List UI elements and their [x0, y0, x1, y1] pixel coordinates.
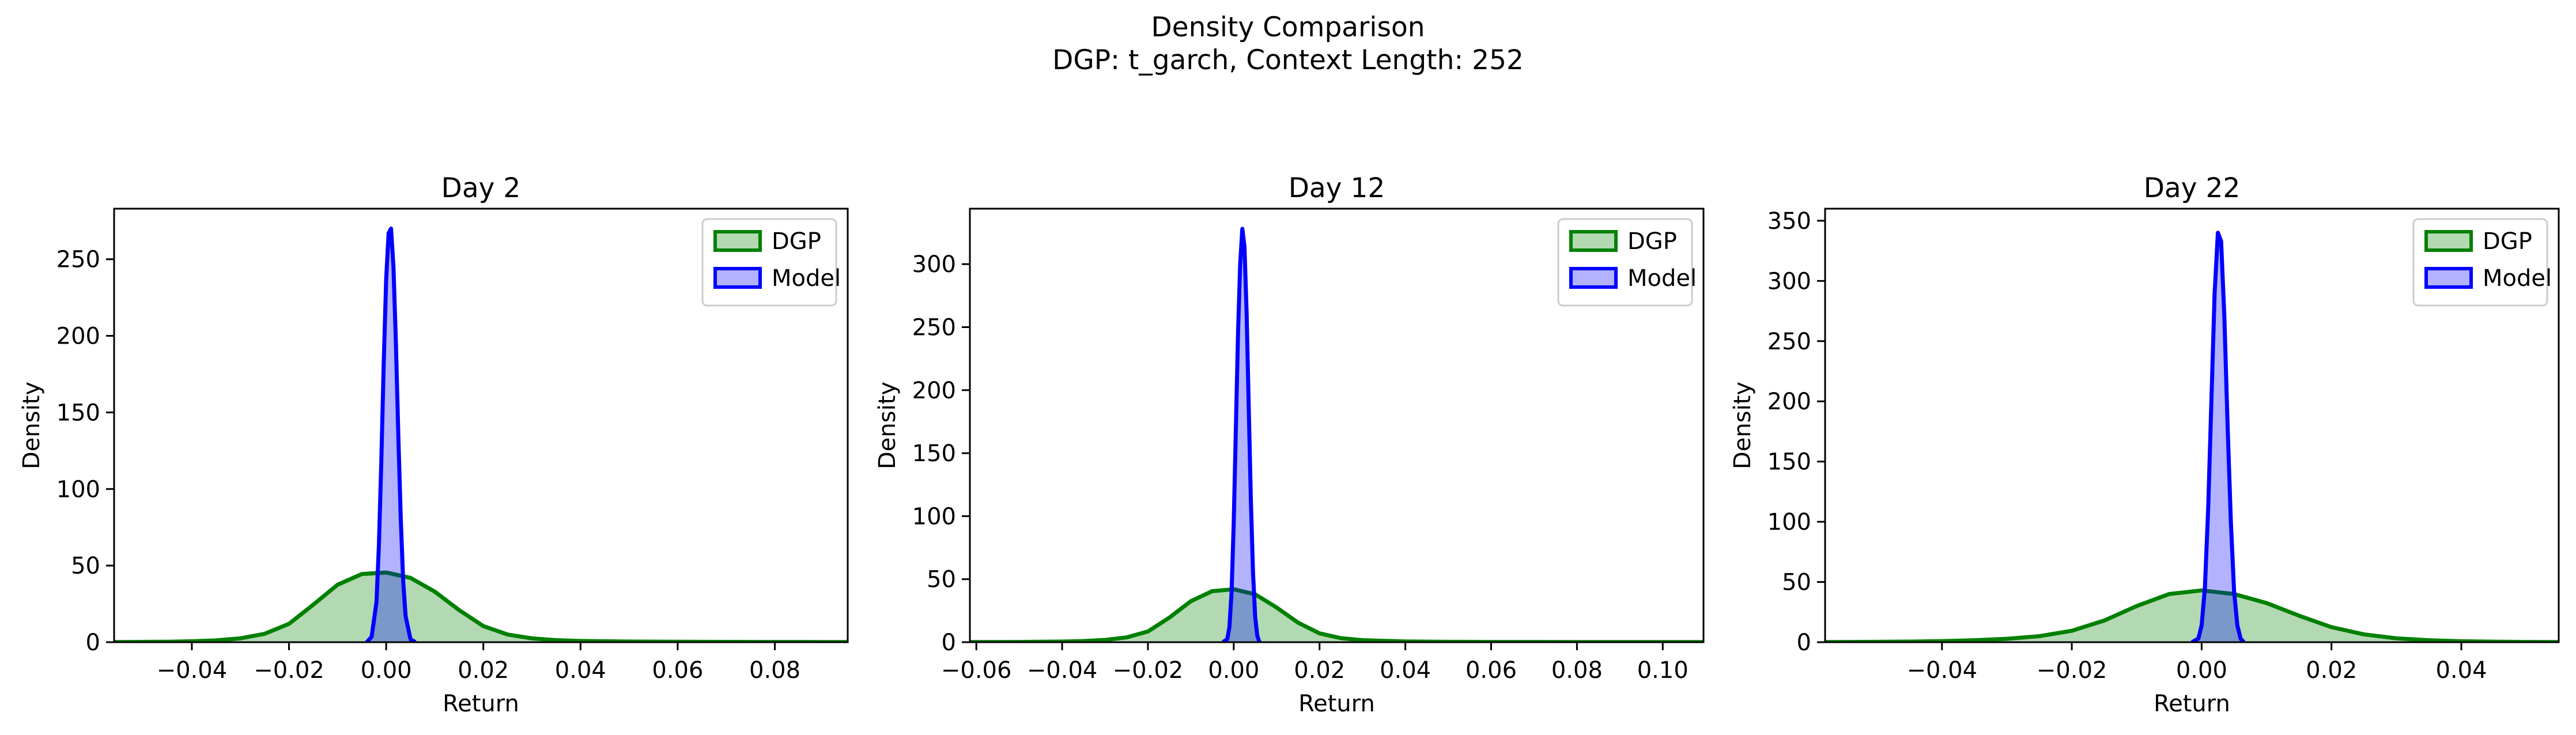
x-tick-label: 0.06 — [652, 657, 703, 684]
y-tick-label: 200 — [56, 323, 100, 350]
legend-label-model: Model — [1627, 265, 1697, 292]
y-tick-label: 50 — [1782, 570, 1811, 596]
y-tick-label: 250 — [912, 314, 956, 341]
y-tick-label: 0 — [1797, 630, 1811, 656]
legend-label-model: Model — [772, 265, 841, 292]
y-tick-label: 150 — [1767, 449, 1811, 476]
legend-swatch-dgp — [715, 232, 760, 250]
x-tick-label: −0.06 — [941, 657, 1012, 684]
x-tick-label: −0.04 — [157, 657, 228, 684]
x-tick-label: 0.02 — [2306, 657, 2357, 684]
y-tick-label: 350 — [1767, 208, 1811, 235]
legend-label-dgp: DGP — [2483, 228, 2532, 255]
legend-label-model: Model — [2483, 265, 2552, 292]
x-tick-label: −0.04 — [1906, 657, 1977, 684]
x-tick-label: 0.00 — [361, 657, 412, 684]
x-tick-label: −0.02 — [254, 657, 324, 684]
y-tick-label: 100 — [1767, 509, 1811, 536]
figure-subtitle: DGP: t_garch, Context Length: 252 — [1052, 44, 1524, 76]
x-tick-label: 0.08 — [749, 657, 800, 684]
legend-label-dgp: DGP — [772, 228, 821, 255]
x-tick-label: 0.02 — [1294, 657, 1345, 684]
y-tick-label: 150 — [56, 399, 100, 426]
x-axis-label: Return — [1298, 691, 1375, 717]
legend-swatch-model — [715, 269, 760, 287]
y-tick-label: 300 — [1767, 268, 1811, 295]
y-tick-label: 250 — [1767, 329, 1811, 355]
x-tick-label: 0.04 — [1380, 657, 1431, 684]
x-tick-label: 0.00 — [1208, 657, 1259, 684]
y-tick-label: 100 — [912, 503, 956, 530]
y-axis-label: Density — [1729, 382, 1756, 469]
y-tick-label: 150 — [912, 440, 956, 467]
x-axis-label: Return — [443, 691, 519, 717]
x-tick-label: −0.02 — [1113, 657, 1184, 684]
y-tick-label: 0 — [942, 630, 956, 656]
legend-swatch-model — [2426, 269, 2471, 287]
y-tick-label: 0 — [86, 630, 100, 656]
x-tick-label: 0.00 — [2176, 657, 2227, 684]
y-axis-label: Density — [874, 382, 901, 469]
x-axis-label: Return — [2154, 691, 2230, 717]
legend-swatch-dgp — [1571, 232, 1616, 250]
legend: DGP Model — [702, 219, 841, 306]
subplot-title: Day 2 — [441, 172, 521, 204]
y-tick-label: 200 — [912, 378, 956, 404]
subplot-title: Day 12 — [1289, 172, 1385, 204]
legend-swatch-model — [1571, 269, 1616, 287]
x-tick-label: 0.08 — [1551, 657, 1603, 684]
figure-title: Density Comparison — [1151, 12, 1425, 43]
y-tick-label: 50 — [927, 567, 956, 593]
x-tick-label: −0.02 — [2037, 657, 2107, 684]
y-tick-label: 100 — [56, 476, 100, 503]
legend-swatch-dgp — [2426, 232, 2471, 250]
y-tick-label: 300 — [912, 251, 956, 278]
x-tick-label: 0.04 — [555, 657, 606, 684]
y-axis-label: Density — [18, 382, 45, 469]
subplot-title: Day 22 — [2144, 172, 2241, 204]
legend-label-dgp: DGP — [1627, 228, 1677, 255]
x-tick-label: −0.04 — [1027, 657, 1098, 684]
legend: DGP Model — [1558, 219, 1697, 306]
y-tick-label: 200 — [1767, 389, 1811, 415]
legend: DGP Model — [2413, 219, 2552, 306]
y-tick-label: 50 — [71, 553, 100, 579]
x-tick-label: 0.04 — [2435, 657, 2487, 684]
x-tick-label: 0.10 — [1637, 657, 1689, 684]
y-tick-label: 250 — [56, 247, 100, 273]
x-tick-label: 0.06 — [1465, 657, 1517, 684]
x-tick-label: 0.02 — [458, 657, 509, 684]
